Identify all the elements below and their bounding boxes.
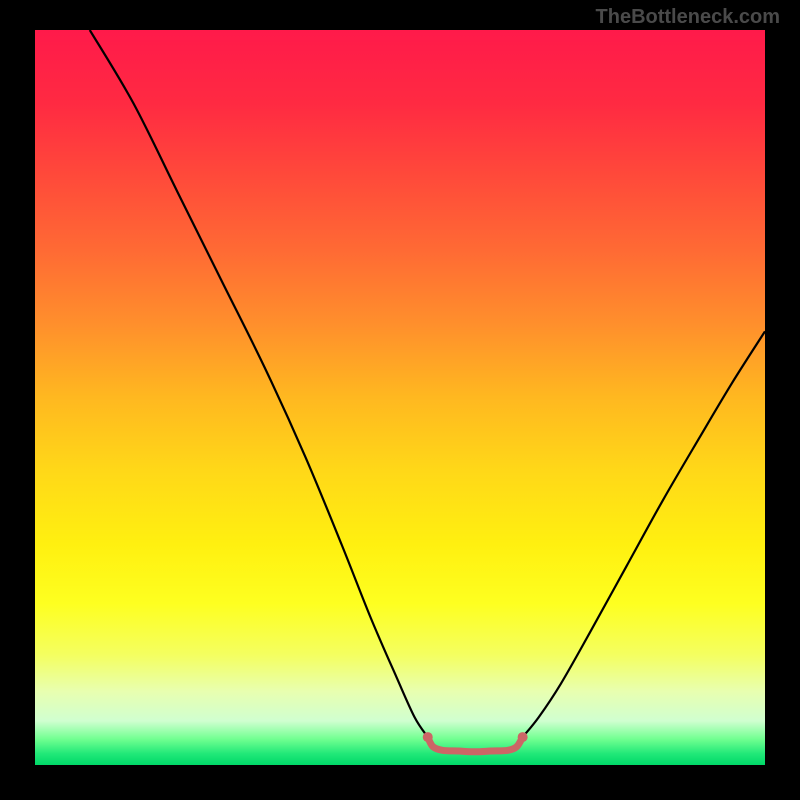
chart-plot-area: [35, 30, 765, 765]
chart-curve: [35, 30, 765, 765]
watermark: TheBottleneck.com: [596, 6, 780, 29]
chart-bottom-marker: [423, 732, 528, 752]
